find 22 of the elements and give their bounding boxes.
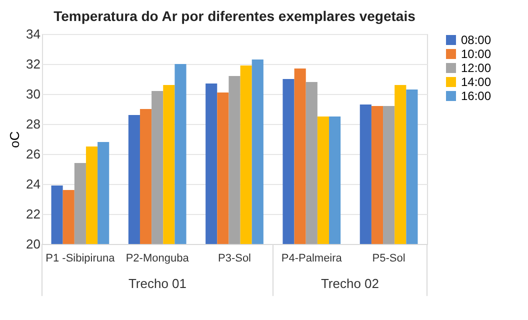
- x-tick-label: P4-Palmeira: [281, 252, 343, 264]
- y-tick-label: 30: [26, 86, 40, 102]
- legend-label: 12:00: [461, 61, 492, 75]
- y-tick-label: 32: [26, 56, 40, 72]
- legend-label: 14:00: [461, 75, 492, 89]
- y-tick-label: 28: [26, 116, 40, 132]
- legend-label: 16:00: [461, 89, 492, 103]
- y-tick-label: 24: [26, 176, 40, 192]
- chart-title: Temperatura do Ar por diferentes exemplares vegetais: [54, 8, 416, 24]
- x-tick-label: P2-Monguba: [126, 252, 190, 264]
- x-tick-label: P1 -Sibipiruna: [46, 252, 116, 264]
- text: Trecho 02: [320, 276, 380, 291]
- x-tick-label: P5-Sol: [372, 252, 406, 264]
- y-tick-label: 26: [26, 146, 40, 162]
- legend-label: 10:00: [461, 47, 492, 61]
- text: Trecho 01: [128, 276, 187, 291]
- x-tick-label: P3-Sol: [218, 252, 252, 264]
- y-tick-label: 22: [26, 206, 40, 222]
- y-tick-label: 34: [26, 26, 40, 42]
- y-tick-label: 20: [26, 236, 40, 252]
- y-axis-title: oC: [7, 131, 22, 148]
- legend-label: 08:00: [461, 33, 492, 47]
